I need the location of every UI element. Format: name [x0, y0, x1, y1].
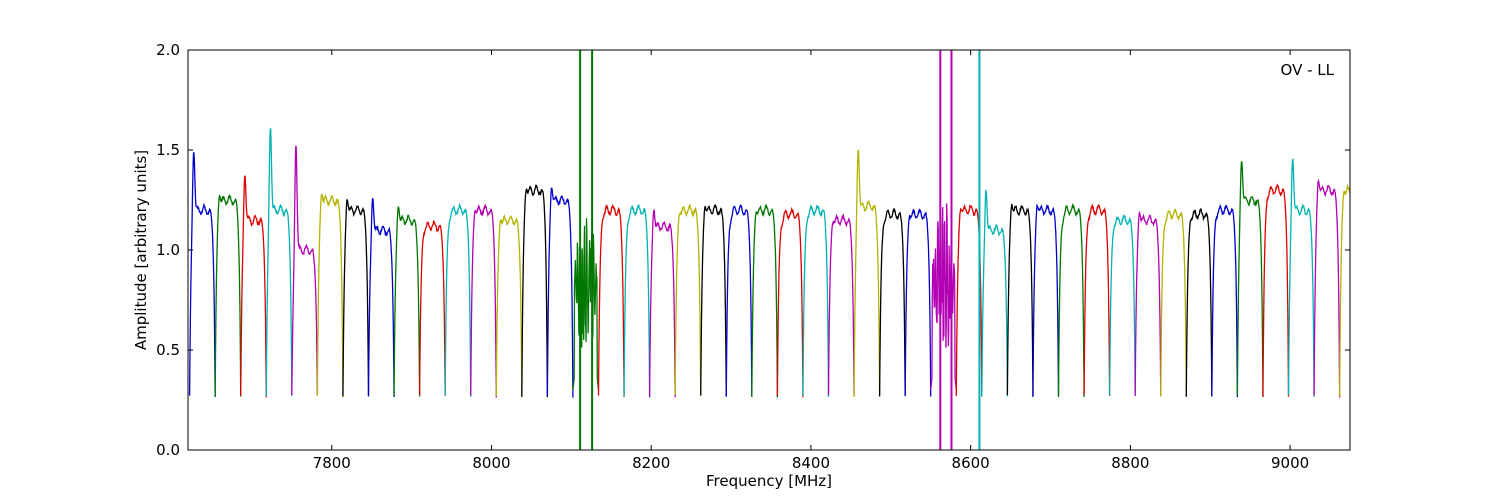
x-tick-label: 8800: [1111, 454, 1149, 472]
channel-series-line: [546, 187, 574, 398]
channel-series-line: [1108, 214, 1136, 397]
channel-series-line: [597, 203, 625, 398]
channel-series-line: [1006, 203, 1034, 396]
channel-series-line: [648, 209, 676, 398]
y-tick-label: 0.0: [156, 441, 180, 459]
channel-series-line: [674, 203, 702, 396]
channel-series-line: [1032, 203, 1060, 397]
channel-series-line: [955, 203, 983, 397]
x-tick-label: 8400: [792, 454, 830, 472]
channel-series-line: [904, 208, 932, 397]
channel-series-line: [1057, 203, 1085, 398]
channel-series-line: [1160, 208, 1187, 397]
channel-series-line: [981, 189, 1009, 397]
x-axis-label: Frequency [MHz]: [706, 472, 832, 490]
plot-frame: [187, 49, 1351, 451]
channel-series-line: [1185, 208, 1213, 397]
channel-series-line: [1083, 203, 1111, 396]
channel-series-line: [1262, 183, 1290, 397]
channel-series-line: [521, 184, 549, 398]
channel-series-line: [725, 204, 753, 397]
channel-series-line: [1313, 178, 1341, 398]
channel-series-line: [1134, 210, 1162, 397]
y-tick-label: 0.5: [156, 341, 180, 359]
channel-series-line: [291, 145, 319, 396]
y-tick-label: 1.5: [156, 141, 180, 159]
channel-series-line: [470, 203, 497, 398]
x-axis: 7800 8000 8200 8400 8600 8800 9000: [313, 50, 1309, 472]
baseline-annotation: OV - LL: [1281, 61, 1335, 79]
channel-series-line: [444, 202, 472, 397]
channel-series-line: [367, 198, 395, 397]
x-tick-label: 9000: [1271, 454, 1309, 472]
channel-series-line: [316, 193, 344, 398]
channel-series-line: [342, 199, 370, 397]
channel-series-line: [1236, 160, 1264, 397]
channel-series-line: [853, 149, 881, 397]
channel-series-line: [240, 175, 267, 398]
y-axis: 0.0 0.5 1.0 1.5 2.0: [156, 41, 1350, 459]
y-tick-label: 2.0: [156, 41, 180, 59]
channel-series-line: [878, 207, 906, 397]
channel-series-line: [751, 203, 779, 398]
channel-series-line: [802, 204, 830, 398]
channel-series-line: [623, 204, 651, 398]
channel-series-line: [700, 203, 727, 397]
channel-series-line: [827, 212, 855, 397]
channel-series-line: [572, 218, 600, 391]
channel-series-line: [1287, 158, 1315, 397]
x-tick-label: 8600: [952, 454, 990, 472]
x-tick-label: 7800: [313, 454, 351, 472]
x-tick-label: 8000: [472, 454, 510, 472]
x-tick-label: 8200: [632, 454, 670, 472]
channel-series-line: [393, 206, 421, 397]
channel-series-line: [265, 127, 293, 396]
series-layer: [188, 50, 1350, 450]
channel-series-line: [1211, 203, 1239, 398]
channel-series-line: [1338, 183, 1350, 397]
y-axis-label: Amplitude [arbitrary units]: [132, 150, 150, 350]
channel-series-line: [776, 206, 804, 398]
y-tick-label: 1.0: [156, 241, 180, 259]
channel-series-line: [495, 213, 523, 398]
channel-series-line: [214, 193, 242, 397]
channel-series-line: [418, 219, 446, 396]
channel-series-line: [188, 152, 216, 398]
